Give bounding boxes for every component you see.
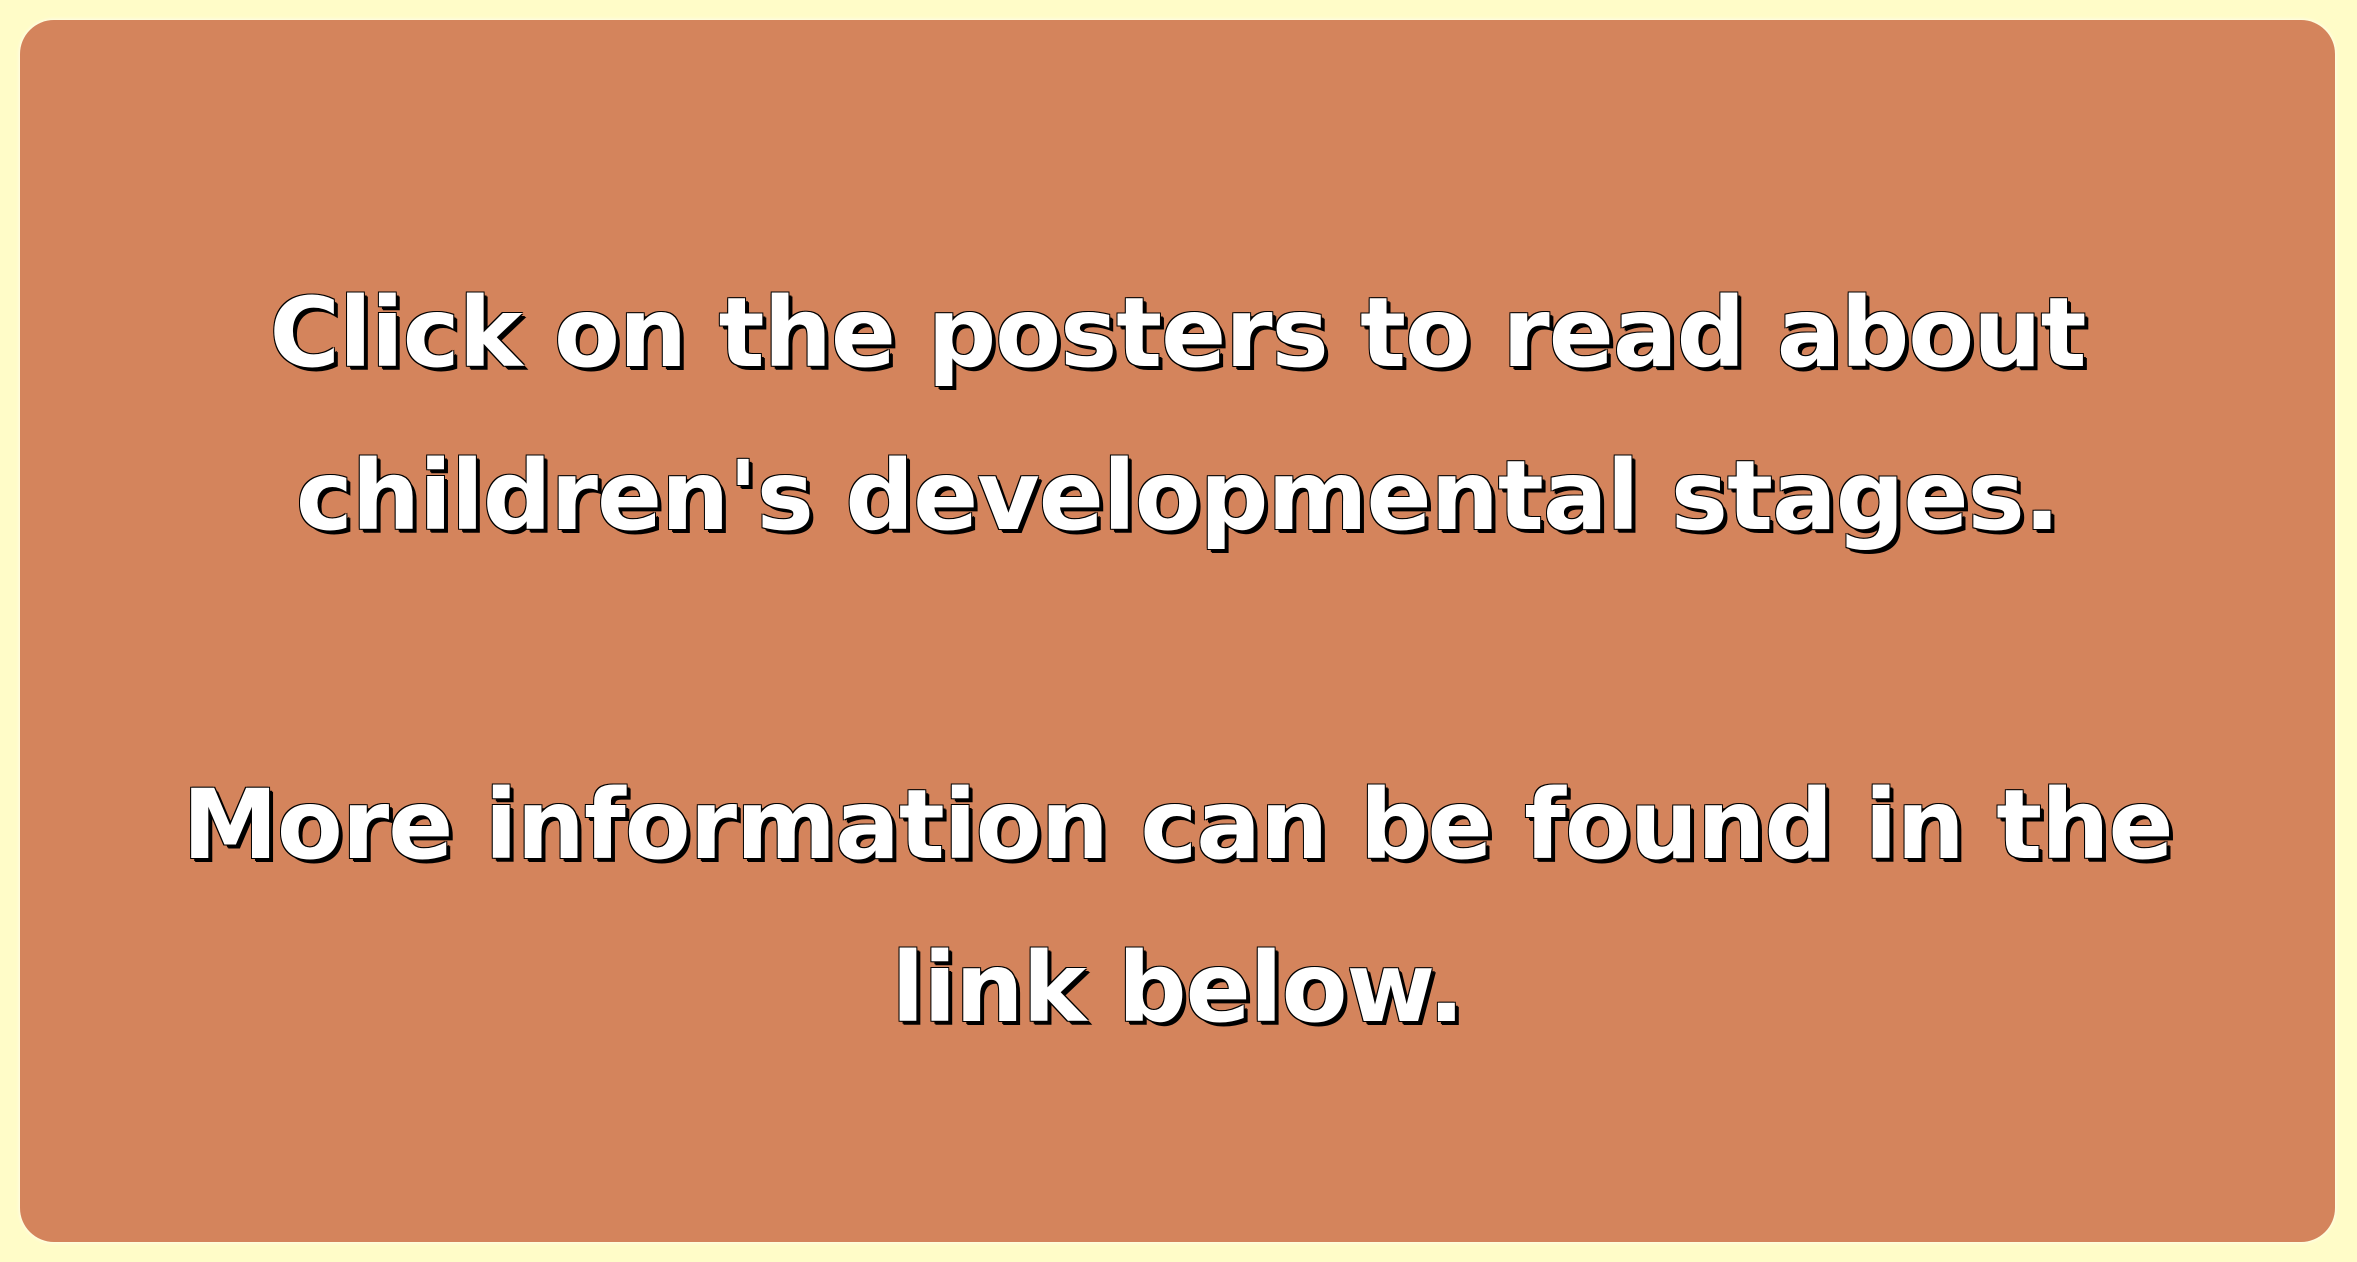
instruction-line-2: children's developmental stages. bbox=[295, 440, 2060, 552]
instruction-text: Click on the posters to read about child… bbox=[20, 252, 2335, 578]
more-info-text: More information can be found in the lin… bbox=[20, 744, 2335, 1070]
instruction-line-1: Click on the posters to read about bbox=[269, 277, 2087, 389]
message-panel: Click on the posters to read about child… bbox=[20, 20, 2335, 1242]
more-info-line-2: link below. bbox=[891, 932, 1464, 1044]
more-info-line-1: More information can be found in the bbox=[182, 769, 2173, 881]
